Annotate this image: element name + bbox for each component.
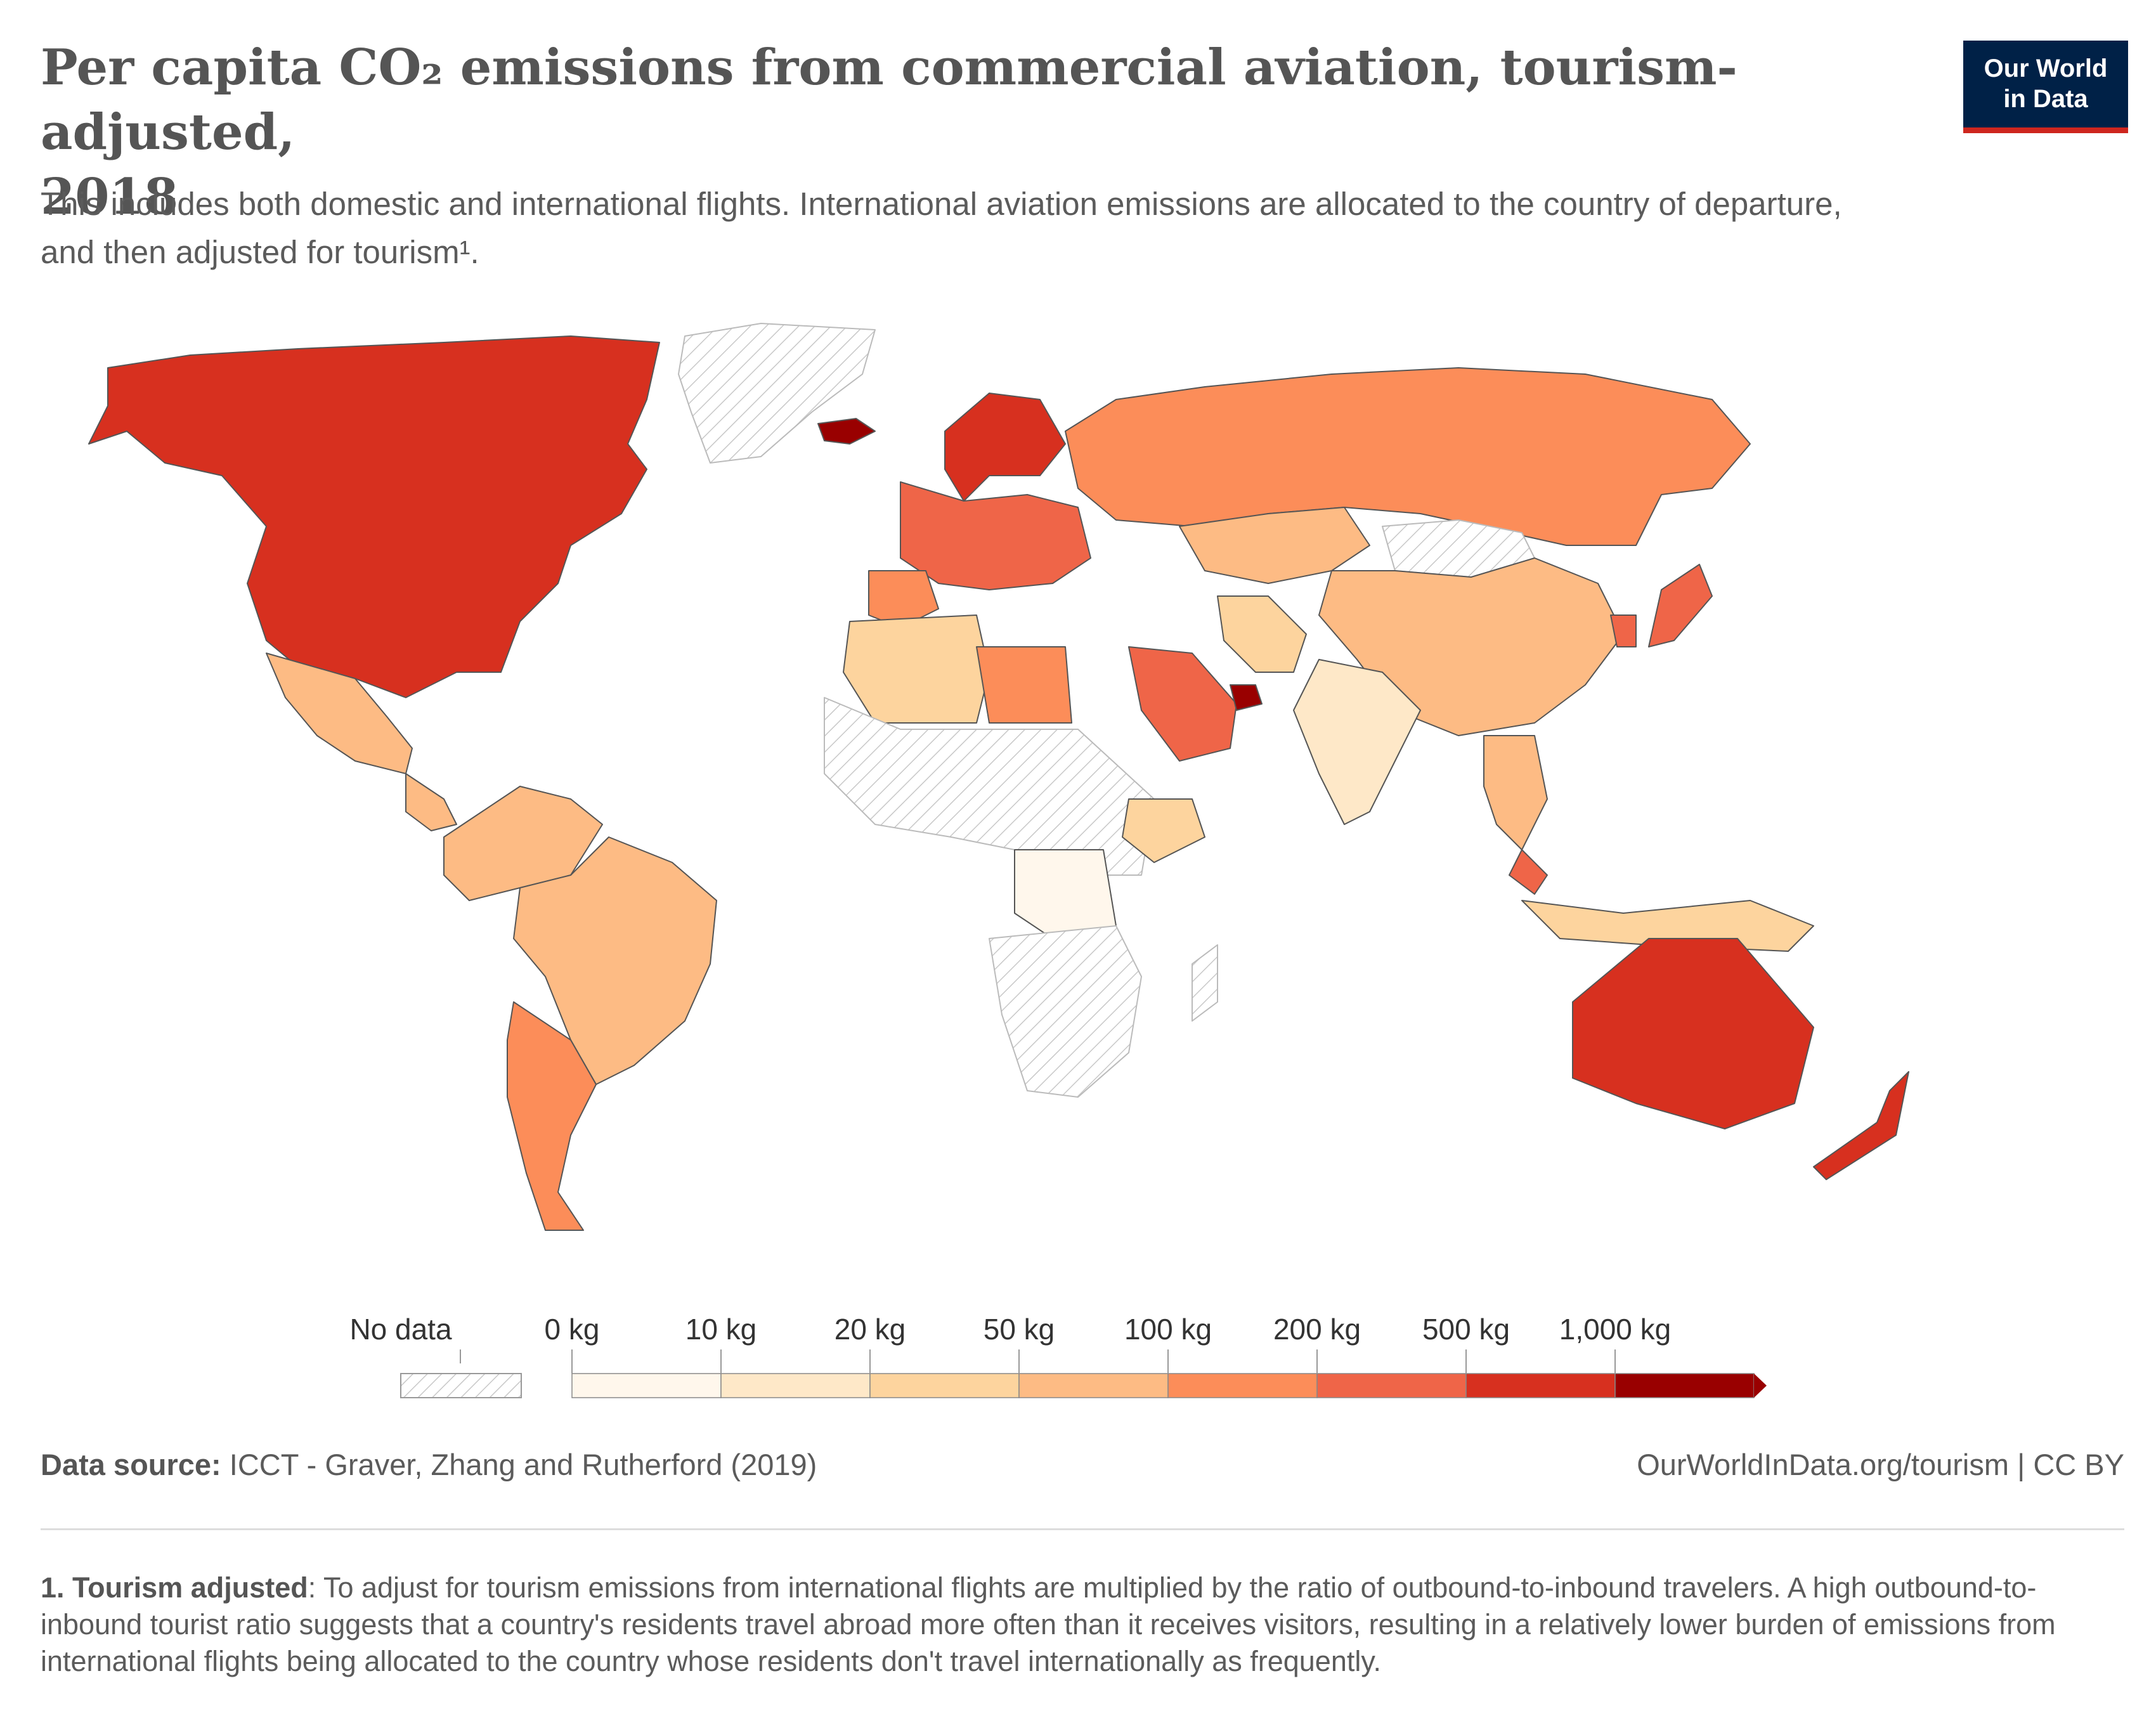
region-korea[interactable]	[1610, 614, 1637, 647]
region-southeast-asia[interactable]	[1483, 735, 1548, 850]
data-source: Data source: ICCT - Graver, Zhang and Ru…	[41, 1447, 817, 1482]
legend-no-data-label: No data	[349, 1313, 452, 1346]
legend-no-data-swatch	[400, 1373, 522, 1398]
region-southern-africa[interactable]	[989, 925, 1142, 1098]
logo-line1: Our World	[1984, 55, 2108, 82]
region-iceland[interactable]	[817, 418, 876, 445]
footer-divider	[41, 1528, 2124, 1530]
legend-bin-5[interactable]	[1316, 1373, 1467, 1398]
legend-svg: No data 0 kg 10 kg 20 kg 50 kg 100 kg 200 kg 5…	[349, 1313, 1767, 1398]
chart-title: Per capita CO₂ emissions from commercial…	[41, 36, 1880, 230]
region-malaysia[interactable]	[1509, 849, 1548, 895]
legend-bin-0[interactable]	[571, 1373, 722, 1398]
region-new-zealand[interactable]	[1813, 1071, 1909, 1180]
region-iran[interactable]	[1217, 595, 1307, 673]
footnote-label: 1. Tourism adjusted	[41, 1571, 308, 1604]
legend-bin-2[interactable]	[869, 1373, 1020, 1398]
legend-tick-label: 100 kg	[1124, 1313, 1212, 1346]
region-north-america-us-canada[interactable]	[88, 335, 660, 698]
region-japan[interactable]	[1648, 564, 1713, 647]
data-source-label: Data source:	[41, 1448, 221, 1481]
region-saudi-arabia[interactable]	[1128, 646, 1237, 762]
world-map-svg	[88, 323, 1909, 1231]
legend-bin-6[interactable]	[1465, 1373, 1616, 1398]
region-brazil[interactable]	[513, 836, 717, 1085]
legend-bin-3[interactable]	[1018, 1373, 1169, 1398]
chart-subtitle-line1: This includes both domestic and internat…	[41, 186, 1842, 222]
region-western-europe[interactable]	[900, 481, 1091, 590]
legend-arrow-tip	[1754, 1374, 1767, 1398]
region-russia[interactable]	[1065, 367, 1751, 546]
region-kazakhstan[interactable]	[1179, 507, 1370, 584]
owid-logo[interactable]: Our World in Data	[1963, 41, 2128, 133]
footnote-text: : To adjust for tourism emissions from i…	[41, 1571, 2056, 1677]
world-map	[0, 317, 2156, 1256]
region-india[interactable]	[1293, 659, 1421, 825]
data-source-text: ICCT - Graver, Zhang and Rutherford (201…	[229, 1448, 817, 1481]
legend-bin-7[interactable]	[1614, 1373, 1755, 1398]
region-scandinavia[interactable]	[944, 393, 1066, 502]
legend-tick-label: 20 kg	[834, 1313, 906, 1346]
region-greenland[interactable]	[678, 323, 876, 464]
chart-subtitle: This includes both domestic and internat…	[41, 180, 2133, 276]
legend-tick-label: 1,000 kg	[1559, 1313, 1671, 1346]
footnote: 1. Tourism adjusted: To adjust for touri…	[41, 1570, 2127, 1680]
color-legend: No data 0 kg 10 kg 20 kg 50 kg 100 kg 200 kg 5…	[0, 1313, 2156, 1414]
legend-bin-1[interactable]	[720, 1373, 871, 1398]
legend-tick-label: 10 kg	[685, 1313, 757, 1346]
source-url-link[interactable]: OurWorldInData.org/tourism | CC BY	[1637, 1448, 2124, 1481]
region-ethiopia[interactable]	[1122, 798, 1205, 863]
chart-title-line1: Per capita CO₂ emissions from commercial…	[41, 39, 1737, 161]
chart-title-line2: 2018	[41, 168, 179, 226]
legend-tick-label: 500 kg	[1422, 1313, 1510, 1346]
legend-tick-label: 0 kg	[545, 1313, 600, 1346]
region-madagascar[interactable]	[1192, 944, 1218, 1022]
region-uae[interactable]	[1230, 684, 1263, 711]
chart-subtitle-line2: and then adjusted for tourism¹.	[41, 234, 479, 270]
legend-bin-4[interactable]	[1167, 1373, 1318, 1398]
legend-tick-label: 200 kg	[1273, 1313, 1361, 1346]
legend-tick-label: 50 kg	[984, 1313, 1055, 1346]
region-australia[interactable]	[1572, 938, 1814, 1129]
logo-line2: in Data	[2003, 85, 2088, 113]
region-argentina-chile[interactable]	[507, 1001, 597, 1231]
region-west-africa[interactable]	[824, 697, 1155, 876]
region-indonesia[interactable]	[1521, 900, 1814, 952]
region-north-africa[interactable]	[843, 614, 990, 724]
region-central-africa[interactable]	[1014, 849, 1117, 939]
region-central-america[interactable]	[405, 773, 457, 831]
region-libya[interactable]	[976, 646, 1072, 724]
